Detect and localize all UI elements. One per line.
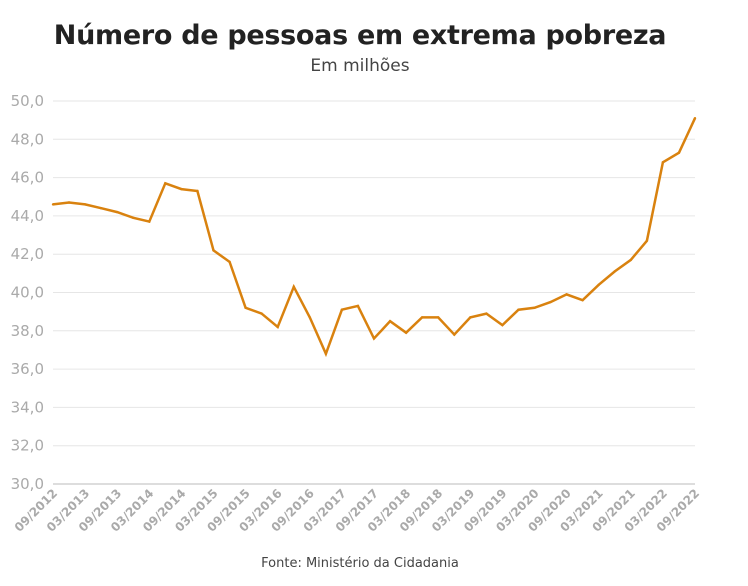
data-point — [565, 293, 568, 296]
chart-source: Fonte: Ministério da Cidadania — [261, 556, 459, 571]
data-point — [501, 323, 504, 327]
data-point — [404, 331, 408, 334]
data-point — [212, 249, 215, 252]
data-point — [67, 201, 71, 204]
data-point — [517, 308, 520, 311]
data-point — [645, 239, 649, 242]
data-point — [485, 312, 488, 315]
data-point — [196, 189, 199, 193]
y-tick-label: 36,0 — [11, 360, 44, 378]
data-point — [613, 270, 616, 273]
data-point — [693, 117, 697, 120]
data-point — [180, 187, 183, 191]
data-point — [453, 333, 456, 336]
y-tick-label: 30,0 — [11, 475, 44, 493]
data-point — [116, 210, 119, 214]
data-point — [661, 161, 665, 164]
chart-title: Número de pessoas em extrema pobreza — [53, 20, 667, 51]
data-point — [597, 283, 600, 287]
grid-lines — [53, 100, 695, 485]
data-point — [372, 337, 376, 340]
x-axis: 09/201203/201309/201303/201409/201403/20… — [12, 486, 702, 534]
data-point — [533, 306, 536, 310]
data-point — [356, 304, 360, 308]
y-tick-label: 34,0 — [11, 398, 44, 416]
y-tick-label: 44,0 — [11, 207, 44, 225]
data-point — [420, 316, 424, 319]
data-point — [99, 207, 103, 210]
y-tick-label: 38,0 — [11, 322, 44, 340]
y-axis: 30,0 32,0 34,0 36,0 38,0 40,0 42,0 44,0 46,0 48,0… — [11, 92, 44, 493]
data-point — [51, 203, 55, 206]
data-point — [308, 316, 311, 319]
data-point — [228, 260, 231, 264]
data-point — [677, 151, 681, 154]
y-tick-label: 46,0 — [11, 169, 44, 187]
data-point — [388, 320, 392, 323]
data-point — [437, 316, 440, 319]
y-tick-label: 42,0 — [11, 245, 44, 263]
data-point — [469, 316, 472, 319]
data-point — [324, 352, 328, 355]
data-point — [132, 216, 135, 220]
y-tick-label: 32,0 — [11, 437, 44, 455]
data-point — [83, 203, 87, 206]
data-point — [581, 298, 584, 302]
y-tick-label: 48,0 — [11, 130, 44, 148]
data-point — [340, 308, 344, 311]
data-point — [244, 306, 247, 310]
data-point — [260, 312, 263, 315]
y-tick-label: 40,0 — [11, 284, 44, 302]
series-group — [51, 117, 697, 358]
data-point — [629, 258, 632, 262]
series-line — [52, 117, 697, 358]
data-point — [276, 325, 279, 329]
data-point — [148, 220, 151, 223]
data-point — [164, 182, 167, 185]
chart-subtitle: Em milhões — [310, 56, 410, 76]
y-tick-label: 50,0 — [11, 92, 44, 110]
data-point — [292, 285, 295, 288]
data-point — [549, 300, 552, 304]
